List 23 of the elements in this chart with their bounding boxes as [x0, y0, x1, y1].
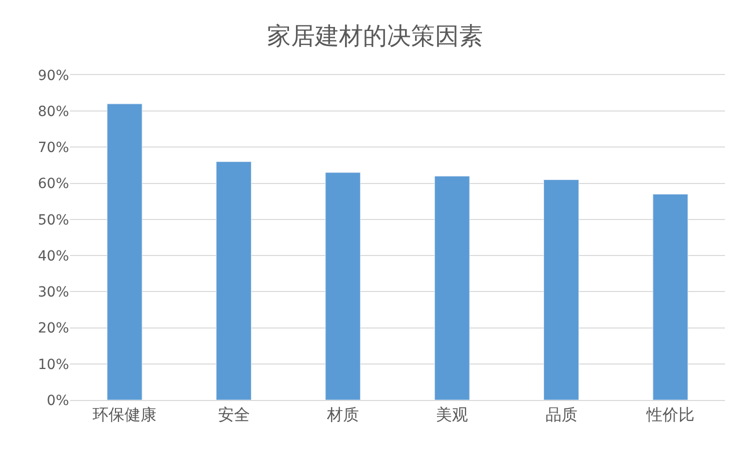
y-tick-label: 0%: [46, 392, 69, 409]
x-tick-label: 品质: [545, 405, 578, 424]
bar: [434, 176, 470, 400]
bar: [652, 194, 688, 400]
bar: [325, 172, 361, 400]
y-tick-label: 40%: [38, 248, 69, 264]
y-tick-label: 20%: [38, 320, 69, 337]
bar: [106, 104, 142, 400]
y-tick-label: 60%: [38, 176, 69, 192]
y-tick-label: 30%: [38, 284, 69, 301]
y-tick-label: 90%: [38, 68, 69, 84]
x-tick-label: 材质: [326, 405, 359, 424]
y-tick-label: 80%: [38, 104, 69, 120]
x-tick-label: 性价比: [645, 405, 694, 424]
x-tick-label: 美观: [436, 405, 468, 424]
bar: [216, 161, 252, 400]
x-tick-label: 安全: [218, 405, 250, 424]
y-tick-label: 10%: [38, 356, 69, 373]
y-tick-label: 50%: [38, 212, 69, 228]
bar: [544, 179, 579, 400]
y-tick-label: 70%: [38, 140, 69, 156]
x-tick-label: 环保健康: [92, 405, 157, 424]
chart-title: 家居建材的决策因素: [267, 22, 483, 50]
